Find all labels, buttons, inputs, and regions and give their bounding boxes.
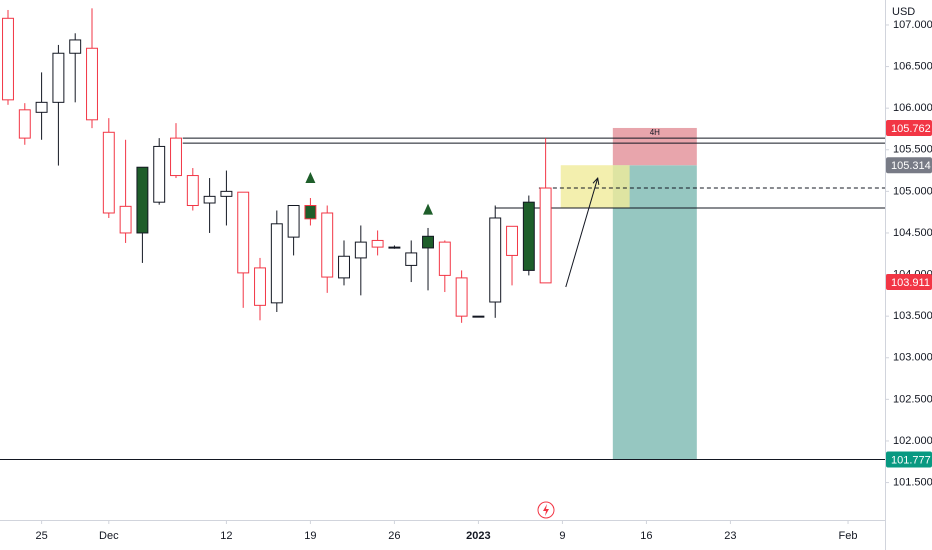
- x-tick-label: Dec: [99, 530, 119, 542]
- candle-body: [102, 131, 115, 214]
- candle-body: [422, 235, 434, 249]
- candle-body: [52, 52, 65, 103]
- stop-zone: [612, 127, 697, 166]
- y-tick-label: 103.000: [893, 352, 932, 364]
- x-tick-label: 26: [388, 530, 400, 542]
- y-tick-label: 101.500: [893, 476, 932, 488]
- candle-body: [354, 241, 367, 259]
- x-tick-label: 2023: [466, 530, 490, 542]
- x-tick-label: 12: [220, 530, 232, 542]
- x-tick-label: 25: [35, 530, 47, 542]
- price-tag: [886, 273, 932, 290]
- candle-body: [539, 187, 552, 284]
- candle-body: [506, 225, 518, 256]
- candle-body: [338, 255, 350, 279]
- x-tick-label: 9: [559, 530, 565, 542]
- candle-body: [35, 101, 48, 113]
- x-tick-label: 23: [724, 530, 736, 542]
- signal-marker: [423, 203, 434, 215]
- target-zone: [612, 165, 697, 460]
- price-tag: [886, 157, 932, 174]
- candle-body: [371, 239, 384, 248]
- candle-body: [254, 267, 266, 306]
- candle-body: [86, 47, 98, 121]
- currency-label: USD: [892, 6, 915, 18]
- candle-body: [69, 39, 82, 54]
- price-tag: [886, 451, 932, 468]
- candle-body: [388, 246, 401, 249]
- candle-body: [455, 277, 468, 317]
- candle-body: [438, 241, 451, 276]
- y-tick-label: 102.000: [893, 435, 932, 447]
- candle-body: [522, 201, 535, 271]
- candle-body: [489, 217, 502, 303]
- candle-body: [270, 223, 283, 304]
- arrow: [565, 177, 599, 288]
- y-tick-label: 102.500: [893, 393, 932, 405]
- price-tag-label: 101.777: [891, 454, 931, 466]
- price-tag-label: 105.762: [891, 123, 931, 135]
- x-tick-label: Feb: [839, 530, 858, 542]
- candle-body: [186, 175, 199, 207]
- y-tick-label: 104.500: [893, 227, 932, 239]
- y-tick-label: 105.500: [893, 144, 932, 156]
- price-tag-label: 105.314: [891, 160, 931, 172]
- replay-icon[interactable]: [537, 501, 555, 519]
- candle-body: [136, 166, 149, 234]
- candle-body: [2, 17, 14, 101]
- y-tick-label: 107.000: [893, 19, 932, 31]
- candle-body: [287, 205, 300, 238]
- candle-body: [304, 205, 317, 220]
- price-tag: [886, 119, 932, 136]
- y-tick-label: 103.500: [893, 310, 932, 322]
- candle-body: [220, 190, 233, 197]
- y-tick-label: 105.000: [893, 185, 932, 197]
- candle-body: [405, 252, 418, 266]
- signal-marker: [305, 172, 316, 184]
- candle-body: [18, 109, 31, 139]
- candle-body: [153, 145, 166, 203]
- candle-body: [203, 195, 216, 204]
- candle-body: [321, 212, 334, 278]
- price-tag-label: 103.911: [891, 277, 930, 289]
- x-tick-label: 19: [304, 530, 316, 542]
- x-tick-label: 16: [640, 530, 652, 542]
- position-label: 4H: [650, 128, 660, 137]
- y-tick-label: 106.500: [893, 60, 932, 72]
- candle-body: [119, 205, 132, 234]
- y-tick-label: 106.000: [893, 102, 932, 114]
- candle-body: [472, 315, 485, 318]
- candle-body: [170, 137, 182, 177]
- candle-body: [237, 191, 250, 274]
- arrow-head: [592, 176, 600, 186]
